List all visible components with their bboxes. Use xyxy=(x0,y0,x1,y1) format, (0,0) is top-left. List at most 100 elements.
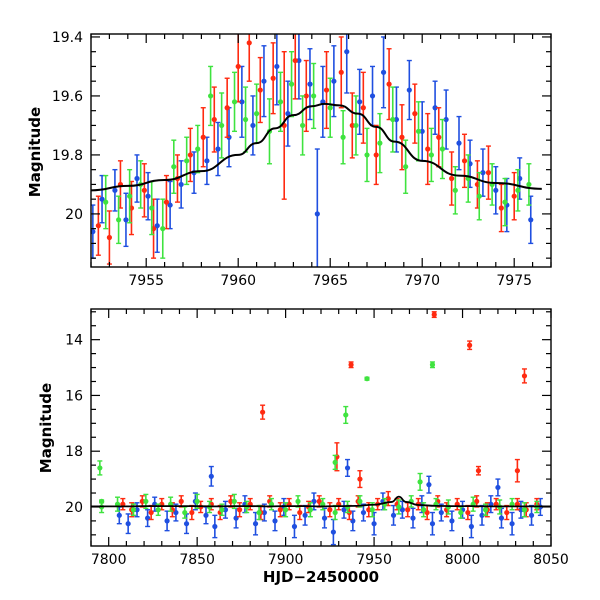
bottom-data-point xyxy=(143,498,149,504)
top-data-point xyxy=(456,140,462,146)
top-data-point xyxy=(314,211,320,217)
bottom-data-point xyxy=(396,504,402,510)
top-data-point xyxy=(399,134,405,140)
top-data-point xyxy=(154,223,160,229)
bottom-y-tick-label: 18 xyxy=(65,444,83,460)
top-data-point xyxy=(211,116,217,123)
bottom-data-point xyxy=(164,518,170,524)
top-data-point xyxy=(344,49,350,55)
top-data-point xyxy=(149,205,155,211)
top-data-point xyxy=(436,134,442,140)
top-x-tick-label: 7960 xyxy=(220,273,256,289)
top-data-point xyxy=(406,87,412,93)
top-data-point xyxy=(327,105,333,111)
top-data-point xyxy=(357,99,363,105)
bottom-data-point xyxy=(417,479,423,485)
bottom-data-point xyxy=(348,362,354,368)
top-data-point xyxy=(480,170,486,176)
bottom-data-point xyxy=(421,507,427,513)
bottom-plot-area xyxy=(91,311,551,546)
bottom-panel: 7800 7850 7900 7950 8000 8050 14 16 18 20 Magnitu… xyxy=(37,308,569,586)
bottom-data-point xyxy=(405,507,411,513)
bottom-data-point xyxy=(203,512,209,518)
top-data-point xyxy=(360,105,366,111)
top-data-point xyxy=(106,234,112,241)
bottom-data-point xyxy=(189,509,195,516)
bottom-data-point xyxy=(327,507,333,513)
bottom-data-point xyxy=(399,507,405,513)
top-data-point xyxy=(412,111,418,117)
top-data-point xyxy=(485,170,492,176)
top-x-tick-label: 7955 xyxy=(128,273,164,289)
bottom-ticks: 7800 7850 7900 7950 8000 8050 14 16 18 20 xyxy=(65,309,569,568)
bottom-data-point xyxy=(208,473,214,479)
top-data-point xyxy=(338,69,344,75)
bottom-data-point xyxy=(231,498,237,504)
top-data-point xyxy=(296,57,302,64)
top-panel: 7955 7960 7965 7970 7975 19.4 19.6 19.8 20 Magni… xyxy=(26,30,552,289)
bottom-x-tick-label: 8000 xyxy=(445,552,481,568)
bottom-data-point xyxy=(467,342,473,348)
bottom-data-point xyxy=(429,362,436,368)
bottom-x-tick-label: 8050 xyxy=(533,552,569,568)
top-data-point xyxy=(204,158,210,164)
top-y-tick-label: 19.8 xyxy=(52,148,83,164)
bottom-data-point xyxy=(449,518,455,524)
top-data-point xyxy=(461,158,468,164)
bottom-data-point xyxy=(182,509,188,516)
top-series-3 xyxy=(103,50,532,259)
bottom-data-point xyxy=(194,498,200,504)
bottom-data-point xyxy=(343,412,349,418)
bottom-data-point xyxy=(509,501,515,507)
bottom-data-point xyxy=(521,373,528,379)
bottom-data-point xyxy=(344,465,351,471)
top-data-point xyxy=(498,205,504,211)
bottom-data-point xyxy=(390,512,397,518)
top-data-point xyxy=(285,111,291,117)
bottom-data-point xyxy=(429,521,436,527)
bottom-data-point xyxy=(475,468,482,474)
bottom-data-point xyxy=(521,507,528,513)
bottom-series-2 xyxy=(120,311,540,521)
bottom-data-point xyxy=(474,498,480,504)
top-data-point xyxy=(340,134,346,140)
bottom-data-point xyxy=(528,512,535,518)
bottom-y-axis-label: Magnitude xyxy=(37,383,55,473)
top-data-point xyxy=(224,105,230,111)
bottom-y-tick-label: 20 xyxy=(65,500,83,516)
bottom-data-point xyxy=(99,498,105,504)
bottom-data-point xyxy=(302,512,308,518)
top-axes-frame xyxy=(90,33,552,268)
bottom-x-tick-label: 7900 xyxy=(268,552,304,568)
top-data-point xyxy=(134,175,140,182)
top-data-point xyxy=(311,93,317,99)
bottom-y-tick-label: 14 xyxy=(65,333,83,349)
bottom-data-point xyxy=(148,509,154,516)
bottom-data-point xyxy=(431,311,437,318)
bottom-data-point xyxy=(97,465,103,471)
bottom-data-point xyxy=(277,507,283,513)
bottom-data-point xyxy=(357,476,363,482)
bottom-data-point xyxy=(385,496,391,502)
top-y-tick-label: 20 xyxy=(65,207,83,223)
bottom-data-point xyxy=(357,498,363,504)
top-data-point xyxy=(215,146,221,152)
bottom-data-point xyxy=(297,509,303,516)
top-data-point xyxy=(307,81,313,87)
top-data-point xyxy=(452,187,458,193)
bottom-data-point xyxy=(371,521,377,527)
top-data-point xyxy=(219,122,225,129)
bottom-data-point xyxy=(316,498,322,504)
top-data-point xyxy=(274,63,280,70)
top-data-point xyxy=(428,152,434,158)
top-series-layer xyxy=(91,34,534,267)
top-data-point xyxy=(476,193,482,199)
bottom-data-point xyxy=(212,523,218,530)
bottom-data-point xyxy=(330,529,336,535)
top-data-point xyxy=(141,187,147,193)
top-y-tick-label: 19.4 xyxy=(52,30,83,46)
top-data-point xyxy=(390,116,396,123)
top-x-tick-label: 7975 xyxy=(496,273,532,289)
top-data-point xyxy=(171,164,177,170)
top-data-point xyxy=(103,199,109,205)
